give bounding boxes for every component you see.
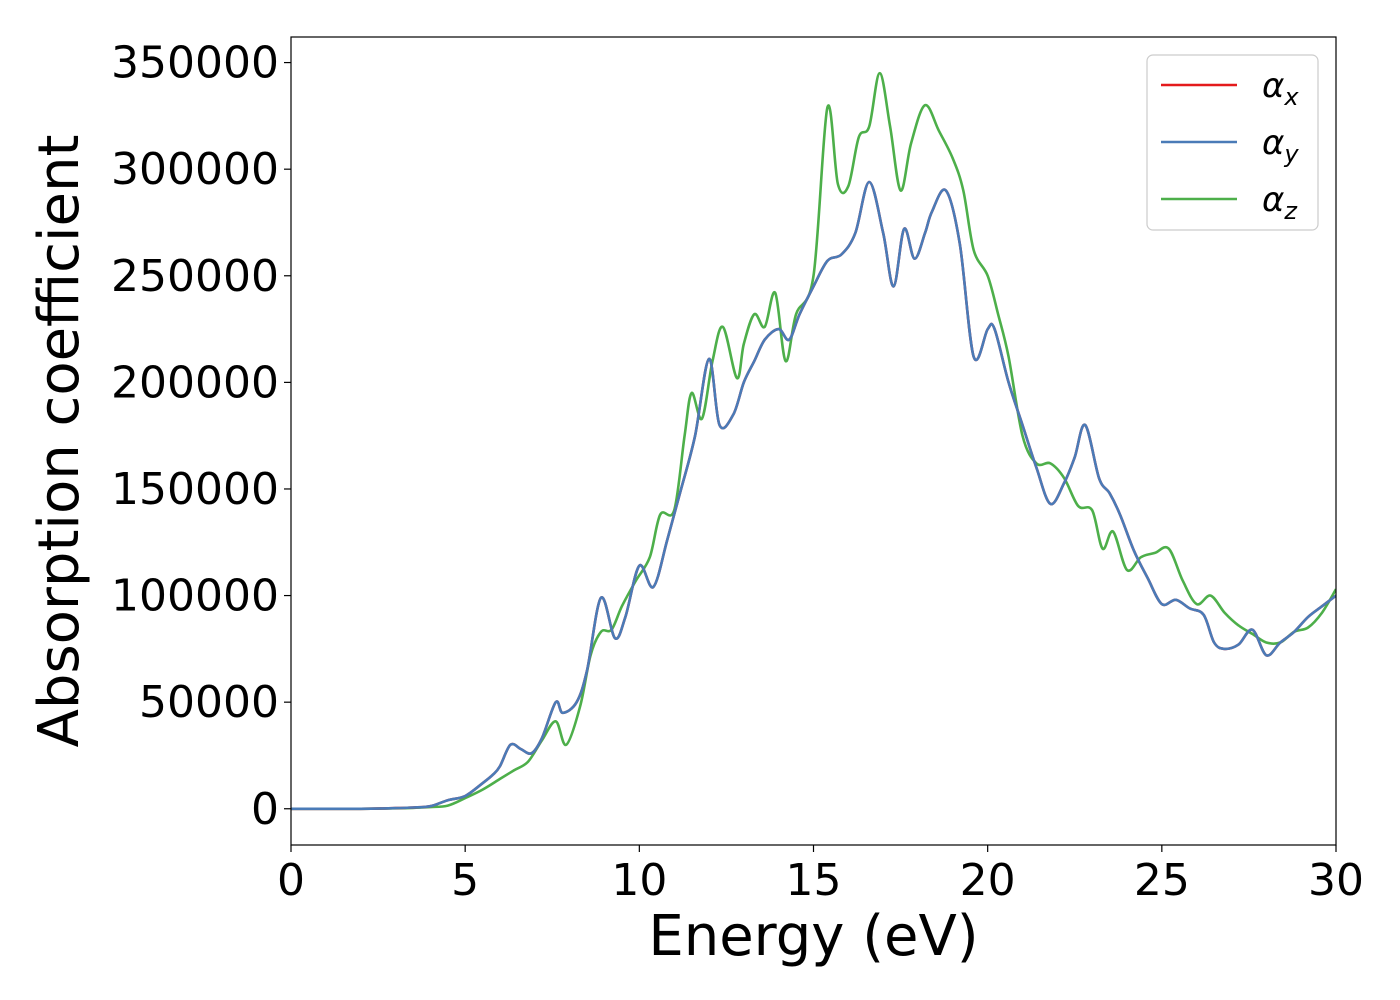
y-axis-ticks: 0 50000 100000 150000 200000 250000 300000 3500… — [111, 38, 291, 835]
series-line-y — [291, 180, 1336, 811]
y-tick-label: 50000 — [139, 677, 279, 728]
x-tick-label: 25 — [1134, 855, 1190, 906]
legend-label-x: αx — [1262, 66, 1299, 111]
x-tick-label: 5 — [451, 855, 479, 906]
x-axis-ticks: 0 5 10 15 20 25 30 — [277, 845, 1364, 906]
x-tick-label: 30 — [1308, 855, 1364, 906]
legend-label-z: αz — [1262, 180, 1298, 225]
y-tick-label: 0 — [251, 784, 279, 835]
legend: αx αy αz — [1146, 54, 1319, 231]
y-tick-label: 350000 — [111, 38, 279, 89]
y-tick-label: 300000 — [111, 144, 279, 195]
x-tick-label: 15 — [786, 855, 842, 906]
x-axis-title: Energy (eV) — [648, 904, 978, 969]
y-axis-title: Absorption coefficient — [27, 135, 92, 748]
y-tick-label: 200000 — [111, 357, 279, 408]
series-line-z — [291, 71, 1336, 811]
y-tick-label: 150000 — [111, 464, 279, 515]
x-tick-label: 0 — [277, 855, 305, 906]
x-tick-label: 20 — [960, 855, 1016, 906]
series-layer — [291, 71, 1336, 811]
legend-label-y: αy — [1262, 123, 1299, 168]
y-tick-label: 100000 — [111, 571, 279, 622]
x-tick-label: 10 — [611, 855, 667, 906]
y-tick-label: 250000 — [111, 251, 279, 302]
